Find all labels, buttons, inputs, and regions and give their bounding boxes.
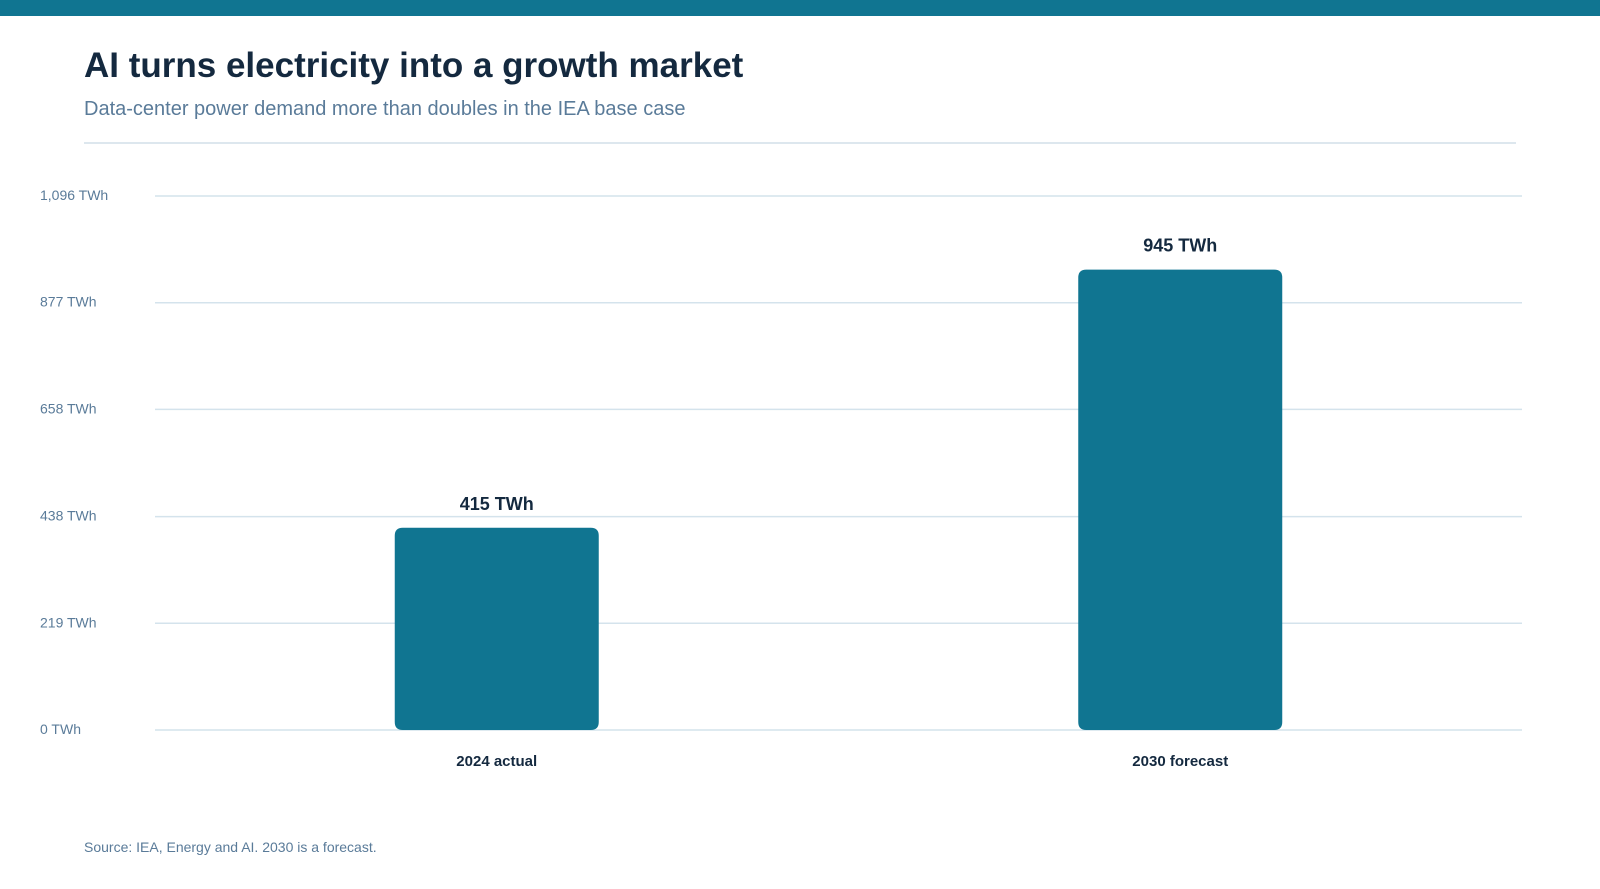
bar [1078, 269, 1283, 730]
y-tick-label: 1,096 TWh [40, 187, 108, 203]
source-note: Source: IEA, Energy and AI. 2030 is a fo… [84, 839, 377, 855]
y-tick-label: 0 TWh [40, 721, 81, 737]
x-axis-ticks: 2024 actual 2030 forecast [456, 753, 1228, 770]
x-tick-label: 2030 forecast [1132, 753, 1228, 770]
y-axis-ticks: 0 TWh 219 TWh 438 TWh 658 TWh 877 TWh 1,096 T… [40, 187, 108, 737]
y-tick-label: 438 TWh [40, 508, 97, 524]
top-accent-bar [0, 0, 1600, 16]
y-tick-label: 877 TWh [40, 294, 97, 310]
gridlines [155, 195, 1522, 731]
bar [394, 527, 599, 730]
chart-subtitle: Data-center power demand more than doubl… [84, 98, 686, 120]
bar-value-label: 945 TWh [1143, 236, 1217, 256]
x-tick-label: 2024 actual [456, 753, 537, 770]
bars [394, 269, 1283, 730]
y-tick-label: 219 TWh [40, 614, 97, 630]
chart-title: AI turns electricity into a growth marke… [84, 46, 744, 85]
header-divider [84, 142, 1516, 144]
value-labels: 415 TWh 945 TWh [460, 236, 1218, 514]
bar-value-label: 415 TWh [460, 494, 534, 514]
y-tick-label: 658 TWh [40, 400, 97, 416]
